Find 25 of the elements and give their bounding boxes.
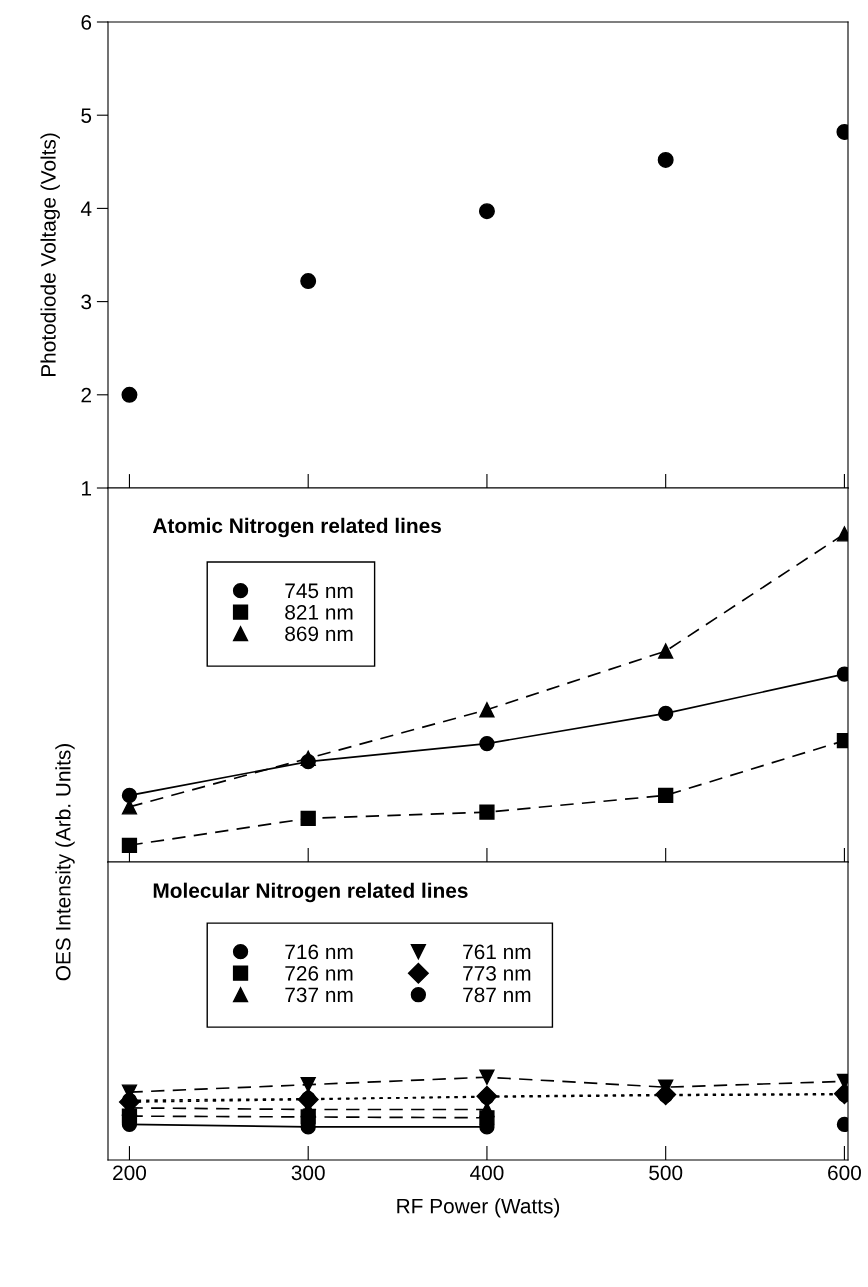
y-axis-title: Photodiode Voltage (Volts) — [40, 133, 60, 377]
y-tick-label: 1 — [82, 481, 92, 496]
y-tick-label: 5 — [81, 108, 92, 123]
y-tick-label: 2 — [81, 387, 91, 403]
y-axis-title: OES Intensity (Arb. Units) — [55, 744, 75, 981]
legend-label: 726 nm — [285, 965, 353, 981]
y-tick-label: 4 — [80, 201, 92, 216]
legend-label: 869 nm — [285, 626, 353, 642]
y-tick-label: 6 — [81, 15, 92, 30]
chart-title: Atomic Nitrogen related lines — [152, 517, 441, 538]
legend-label: 821 nm — [285, 604, 353, 620]
legend-label: 787 nm — [463, 987, 531, 1003]
legend-label: 716 nm — [285, 944, 353, 960]
x-tick-label: 600 — [828, 1165, 861, 1181]
y-tick-label: 3 — [81, 294, 92, 310]
legend-label: 761 nm — [463, 944, 531, 960]
legend-label: 773 nm — [463, 965, 531, 981]
x-tick-label: 400 — [470, 1165, 504, 1181]
chart-title: Molecular Nitrogen related lines — [153, 882, 468, 903]
legend-label: 737 nm — [285, 987, 353, 1003]
x-tick-label: 300 — [291, 1165, 325, 1181]
x-tick-label: 500 — [649, 1165, 683, 1181]
legend-label: 745 nm — [285, 583, 353, 599]
x-axis-title: RF Power (Watts) — [397, 1198, 560, 1218]
x-tick-label: 200 — [113, 1165, 147, 1181]
